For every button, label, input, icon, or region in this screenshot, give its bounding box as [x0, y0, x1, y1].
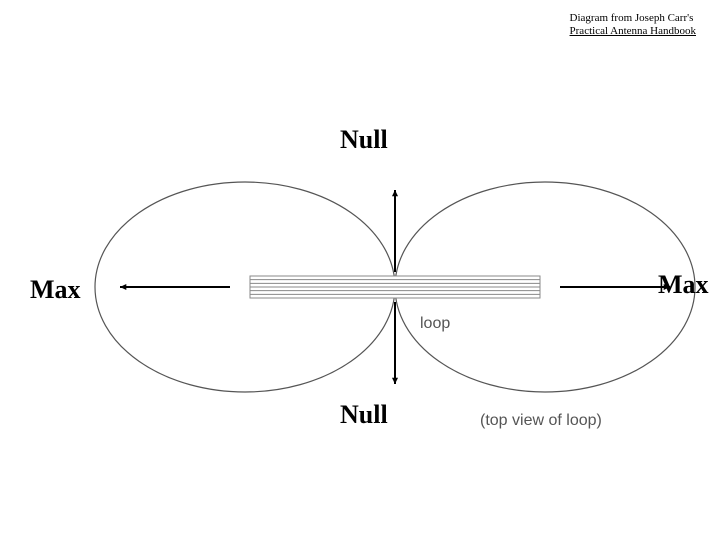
label-null-bottom: Null	[340, 400, 388, 430]
label-caption: (top view of loop)	[480, 412, 602, 430]
label-loop: loop	[420, 315, 450, 333]
label-null-top: Null	[340, 125, 388, 155]
label-max-left: Max	[30, 275, 81, 305]
label-max-right: Max	[658, 270, 709, 300]
radiation-pattern-svg	[0, 0, 720, 540]
